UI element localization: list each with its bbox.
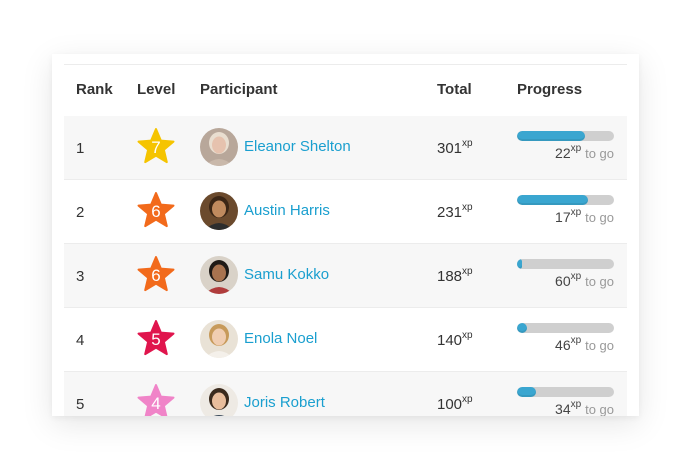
remaining-value: 17: [555, 209, 571, 225]
avatar[interactable]: [200, 256, 238, 294]
level-number: 7: [151, 138, 161, 157]
total-value: 301: [437, 140, 463, 157]
level-star-icon: 6: [136, 255, 176, 295]
rank-cell: 5: [76, 396, 85, 413]
total-xp: 231xp: [437, 202, 473, 221]
to-go-label: to go: [585, 146, 614, 161]
progress-bar: [517, 195, 614, 205]
level-star-icon: 6: [136, 191, 176, 231]
level-star-icon: 5: [136, 319, 176, 359]
total-value: 231: [437, 204, 463, 221]
to-go-label: to go: [585, 402, 614, 416]
avatar[interactable]: [200, 192, 238, 230]
xp-unit: xp: [570, 143, 582, 154]
table-row: 3 6 Samu Kokko 188xp 60xp to go: [64, 244, 627, 308]
level-number: 6: [151, 202, 161, 221]
rank-cell: 1: [76, 140, 85, 157]
participant-name-link[interactable]: Samu Kokko: [244, 266, 330, 283]
level-number: 6: [151, 266, 161, 285]
progress-fill: [517, 387, 537, 397]
xp-unit: xp: [462, 266, 473, 277]
progress-bar: [517, 131, 614, 141]
progress-fill: [517, 131, 585, 141]
rank-cell: 2: [76, 204, 85, 221]
xp-to-go: 22xp to go: [517, 143, 614, 161]
to-go-label: to go: [585, 210, 614, 225]
total-value: 188: [437, 268, 463, 285]
to-go-label: to go: [585, 338, 614, 353]
table-row: 2 6 Austin Harris 231xp 17xp to go: [64, 180, 627, 244]
level-star-icon: 4: [136, 383, 176, 416]
xp-unit: xp: [462, 394, 473, 405]
xp-unit: xp: [462, 202, 473, 213]
header-progress: Progress: [517, 81, 583, 98]
avatar[interactable]: [200, 384, 238, 416]
xp-unit: xp: [570, 335, 582, 346]
avatar[interactable]: [200, 128, 238, 166]
xp-unit: xp: [462, 330, 473, 341]
header-total: Total: [437, 81, 472, 98]
total-xp: 301xp: [437, 138, 473, 157]
remaining-value: 60: [555, 273, 571, 289]
total-xp: 188xp: [437, 266, 473, 285]
total-value: 140: [437, 332, 463, 349]
xp-to-go: 60xp to go: [517, 271, 614, 289]
remaining-value: 22: [555, 145, 571, 161]
table-body: 1 7 Eleanor Shelton 301xp 22xp to go 2 6 Austin…: [64, 116, 627, 416]
progress-bar: [517, 387, 614, 397]
participant-name-link[interactable]: Austin Harris: [244, 202, 330, 219]
xp-unit: xp: [570, 399, 582, 410]
participant-name-link[interactable]: Enola Noel: [244, 330, 318, 347]
level-star-icon: 7: [136, 127, 176, 167]
progress-bar: [517, 323, 614, 333]
table-row: 5 4 Joris Robert 100xp 34xp to go: [64, 372, 627, 416]
header-level: Level: [137, 81, 176, 98]
progress-fill: [517, 259, 522, 269]
rank-cell: 3: [76, 268, 85, 285]
table-row: 1 7 Eleanor Shelton 301xp 22xp to go: [64, 116, 627, 180]
rank-cell: 4: [76, 332, 85, 349]
xp-to-go: 17xp to go: [517, 207, 614, 225]
xp-to-go: 34xp to go: [517, 399, 614, 416]
remaining-value: 46: [555, 337, 571, 353]
progress-bar: [517, 259, 614, 269]
progress-fill: [517, 195, 588, 205]
progress-fill: [517, 323, 527, 333]
header-participant: Participant: [200, 81, 278, 98]
table-header: Rank Level Participant Total Progress: [64, 65, 627, 117]
to-go-label: to go: [585, 274, 614, 289]
xp-unit: xp: [462, 138, 473, 149]
header-rank: Rank: [76, 81, 113, 98]
level-number: 5: [151, 330, 161, 349]
remaining-value: 34: [555, 401, 571, 416]
participant-name-link[interactable]: Joris Robert: [244, 394, 325, 411]
total-value: 100: [437, 396, 463, 413]
top-divider: [64, 64, 627, 65]
avatar[interactable]: [200, 320, 238, 358]
xp-unit: xp: [570, 207, 582, 218]
table-row: 4 5 Enola Noel 140xp 46xp to go: [64, 308, 627, 372]
participant-name-link[interactable]: Eleanor Shelton: [244, 138, 351, 155]
xp-to-go: 46xp to go: [517, 335, 614, 353]
xp-unit: xp: [570, 271, 582, 282]
total-xp: 140xp: [437, 330, 473, 349]
total-xp: 100xp: [437, 394, 473, 413]
level-number: 4: [151, 394, 161, 413]
